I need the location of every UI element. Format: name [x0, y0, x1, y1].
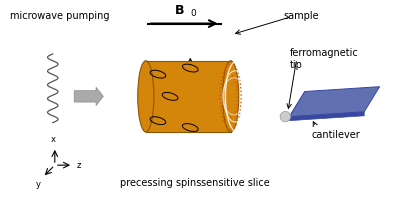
- Text: x: x: [50, 135, 55, 144]
- Ellipse shape: [223, 61, 239, 132]
- Text: 0: 0: [191, 9, 196, 18]
- Ellipse shape: [138, 61, 154, 132]
- FancyArrow shape: [74, 87, 103, 106]
- Polygon shape: [289, 92, 305, 121]
- Text: precessing spins: precessing spins: [121, 178, 202, 189]
- Polygon shape: [289, 112, 364, 121]
- Text: y: y: [36, 180, 41, 189]
- Polygon shape: [146, 61, 231, 132]
- Text: sensitive slice: sensitive slice: [201, 178, 270, 189]
- Polygon shape: [289, 87, 379, 117]
- Text: $\mathbf{B}$: $\mathbf{B}$: [174, 4, 185, 17]
- Text: cantilever: cantilever: [311, 130, 360, 140]
- Text: sample: sample: [283, 11, 319, 22]
- Text: ferromagnetic
tip: ferromagnetic tip: [289, 48, 358, 70]
- Text: microwave pumping: microwave pumping: [10, 11, 110, 22]
- Text: z: z: [77, 161, 81, 170]
- Circle shape: [280, 111, 291, 122]
